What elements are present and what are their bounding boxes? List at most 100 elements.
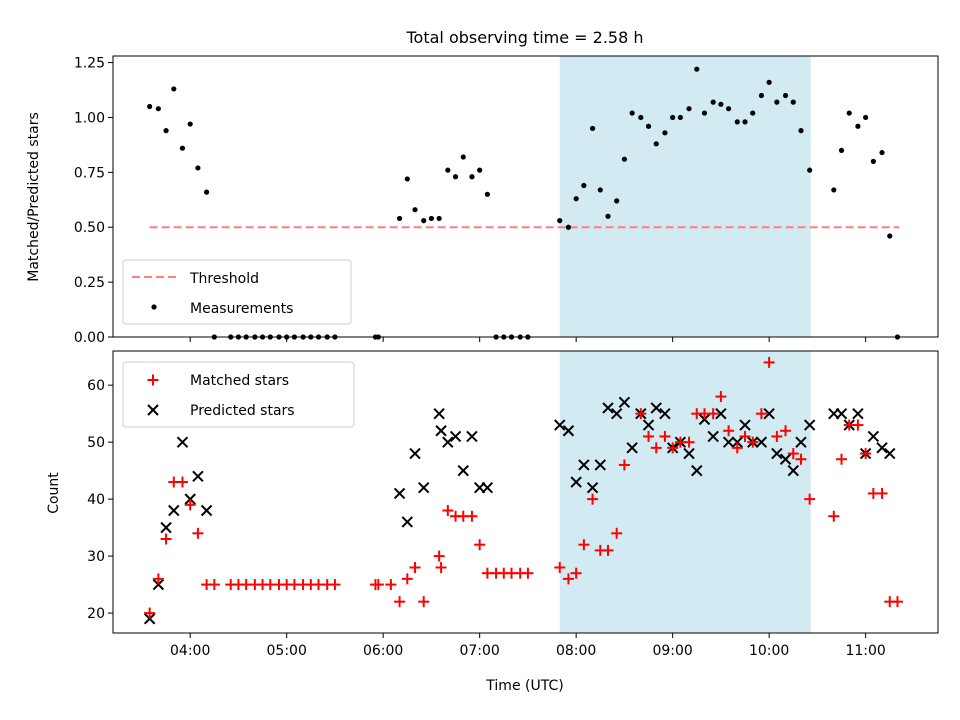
matched-star-marker [891,596,903,608]
predicted-star-marker [642,419,655,431]
measurement-point [589,125,596,132]
predicted-star-marker [835,407,848,420]
matched-star-marker [401,573,413,585]
predicted-star-marker [578,459,590,471]
predicted-star-marker [152,578,165,591]
bottom-x-ticks: 04:00 05:00 06:00 07:00 08:00 09:00 10:00 11:00 [170,633,886,659]
measurement-point [686,106,692,112]
measurement-point [887,233,893,239]
matched-star-marker [763,356,775,368]
bottom-ytick-label: 60 [87,378,105,394]
matched-star-marker [385,579,397,591]
predicted-star-marker [570,476,582,488]
measurement-point [790,99,796,105]
bottom-y-ticks: 20 30 40 50 60 [87,378,113,622]
measurement-point [831,187,837,193]
predicted-star-marker [787,464,799,477]
bottom-ytick-label: 50 [87,435,105,451]
matched-star-marker [707,408,719,420]
predicted-star-marker [594,459,606,471]
matched-star-marker [635,408,647,420]
measurement-point [750,110,756,116]
measurement-point [484,191,490,197]
predicted-star-marker [779,453,792,465]
measurement-point [396,215,403,222]
matched-star-marker [787,448,799,460]
measurement-point [187,121,193,127]
measurement-point [782,92,789,99]
top-y-ticks: 0.00 0.25 0.50 0.75 1.00 1.25 [74,56,113,346]
matched-star-marker [562,573,574,585]
top-legend: Threshold Measurements [122,259,352,325]
measurement-point [629,110,635,116]
measurement-point [807,167,813,173]
bottom-axes-frame [112,350,939,634]
matched-star-marker [208,579,220,591]
bottom-xtick-label: 06:00 [363,643,403,659]
matched-star-marker [650,442,662,454]
predicted-star-marker [731,436,744,448]
legend-cross [147,404,159,416]
measurement-point [195,165,201,171]
measurement-point [469,174,475,180]
measurement-point [798,128,804,134]
matched-star-marker [176,476,188,488]
matched-star-marker [602,544,614,556]
bottom-shaded-span [559,351,811,633]
legend-plus [147,374,159,386]
measurement-point [557,218,563,224]
predicted-star-marker [691,464,703,477]
measurement-point [855,123,861,129]
matched-star-marker [659,430,671,442]
measurement-point [179,145,186,151]
predicted-star-marker [755,436,768,448]
predicted-star-marker [554,419,566,431]
matched-star-marker [522,567,534,579]
measurement-point [734,119,740,125]
legend-predicted-marker [147,404,159,416]
matched-star-marker [433,550,445,562]
matched-star-marker [683,436,695,448]
top-panel: 0.00 0.25 0.50 0.75 1.00 1.25 Matched/Predict… [26,55,939,346]
matched-star-marker [329,579,341,591]
predicted-star-marker [143,613,156,625]
measurement-point [460,154,466,160]
bottom-panel: 20 30 40 50 60 04:00 05:00 06:00 07:00 08:00 09:0… [46,350,939,694]
top-ytick-label: 1.00 [74,110,105,126]
predicted-star-marker [707,430,719,443]
matched-star-marker [578,539,590,551]
matched-star-marker [372,579,384,591]
predicted-star-marker [160,521,172,534]
matched-star-marker [192,527,204,539]
matched-star-marker [643,430,655,442]
matched-star-marker [435,561,447,573]
matched-star-marker [442,505,454,517]
measurement-point [677,114,683,121]
figure-title: Total observing time = 2.58 h [405,28,643,47]
measurement-point [573,196,579,202]
measurement-point [452,174,459,180]
predicted-star-marker [401,516,414,528]
predicted-star-marker [457,464,469,477]
measurement-point [870,158,876,164]
predicted-star-marker [586,482,599,494]
matched-star-marker [570,567,582,579]
measurement-point [477,167,483,173]
predicted-star-marker [715,407,727,420]
legend-measurements-marker [151,304,157,310]
measurement-point [436,215,442,222]
matched-star-marker [160,533,172,545]
predicted-star-marker [409,447,421,460]
measurement-point [645,123,652,129]
top-axes-frame [112,55,939,338]
bottom-ytick-label: 20 [87,606,105,622]
matched-star-marker [876,487,888,499]
matched-star-marker [667,442,679,454]
bottom-ytick-label: 30 [87,549,105,565]
measurement-point [581,182,587,189]
matched-star-marker [618,459,630,471]
matched-star-marker [828,510,840,522]
measurement-point [774,99,780,105]
matched-star-marker [780,425,792,437]
